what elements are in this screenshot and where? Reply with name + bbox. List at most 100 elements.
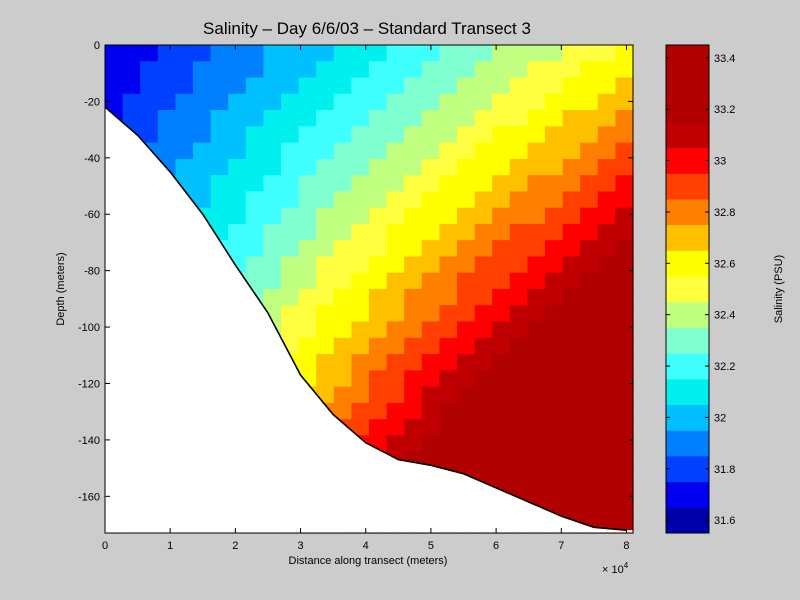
contour-cell [421,419,440,436]
contour-cell [492,207,511,225]
contour-cell [615,240,634,258]
contour-cell [580,223,599,241]
contour-cell [351,207,370,225]
contour-cell [386,175,405,192]
contour-cell [421,77,440,95]
contour-cell [615,191,634,209]
contour-cell [492,77,511,95]
contour-cell [281,77,300,95]
contour-cell [333,337,352,355]
contour-cell [597,45,616,62]
contour-cell [386,289,405,306]
contour-cell [404,240,423,258]
contour-cell [580,289,599,306]
chart-title: Salinity – Day 6/6/03 – Standard Transec… [203,19,531,38]
contour-cell [193,175,212,192]
contour-cell [439,435,458,453]
contour-cell [421,402,440,420]
contour-cell [386,110,405,127]
contour-cell [545,305,564,323]
contour-cell [545,435,564,453]
colorbar-tick-label: 32 [714,412,726,424]
x-tick-label: 7 [558,540,564,552]
contour-cell [351,77,370,95]
contour-cell [457,126,476,144]
contour-cell [457,207,476,225]
x-tick-label: 6 [493,540,499,552]
contour-cell [298,289,317,306]
contour-cell [386,191,405,209]
contour-cell [210,175,229,192]
contour-cell [404,305,423,323]
contour-cell [597,142,616,160]
contour-cell [527,386,546,404]
contour-cell [615,305,634,323]
contour-cell [421,240,440,258]
contour-cell [175,61,194,79]
contour-cell [404,419,423,436]
contour-cell [580,240,599,258]
contour-cell [580,61,599,79]
contour-cell [562,370,581,388]
contour-cell [457,419,476,436]
contour-cell [298,110,317,127]
contour-cell [615,142,634,160]
contour-cell [421,435,440,453]
contour-cell [333,223,352,241]
contour-cell [298,45,317,62]
contour-cell [457,386,476,404]
contour-cell [333,402,352,420]
contour-cell [351,419,370,436]
contour-cell [404,223,423,241]
contour-cell [457,223,476,241]
contour-cell [421,142,440,160]
contour-cell [492,419,511,436]
contour-cell [281,126,300,144]
contour-cell [105,61,124,79]
contour-cell [492,126,511,144]
contour-cell [457,354,476,371]
contour-cell [263,175,282,192]
contour-cell [597,305,616,323]
contour-cell [281,305,300,323]
colorbar-tick-label: 32.4 [714,310,735,322]
contour-cell [597,419,616,436]
contour-cell [597,272,616,290]
contour-cell [492,289,511,306]
contour-cell [369,110,388,127]
contour-cell [245,142,264,160]
contour-cell [175,93,194,111]
contour-cell [545,370,564,388]
contour-cell [369,158,388,176]
colorbar-label: Salinity (PSU) [773,255,785,323]
contour-cell [457,175,476,192]
contour-cell [122,93,141,111]
contour-cell [562,337,581,355]
contour-cell [386,337,405,355]
contour-cell [527,158,546,176]
contour-cell [298,175,317,192]
contour-cell [351,272,370,290]
contour-cell [316,77,335,95]
contour-cell [562,158,581,176]
contour-cell [509,467,528,485]
contour-cell [580,142,599,160]
contour-cell [439,321,458,339]
contour-cell [351,354,370,371]
contour-cell [580,337,599,355]
contour-cell [351,61,370,79]
colorbar-cell [666,276,709,303]
contour-cell [245,175,264,192]
contour-cell [386,142,405,160]
colorbar-cell [666,45,709,72]
x-tick-label: 3 [297,540,303,552]
contour-cell [386,223,405,241]
contour-cell [263,77,282,95]
contour-cell [597,126,616,144]
contour-cell [474,207,493,225]
contour-cell [333,321,352,339]
contour-cell [457,110,476,127]
contour-cell [562,45,581,62]
contour-cell [509,207,528,225]
contour-cell [474,191,493,209]
